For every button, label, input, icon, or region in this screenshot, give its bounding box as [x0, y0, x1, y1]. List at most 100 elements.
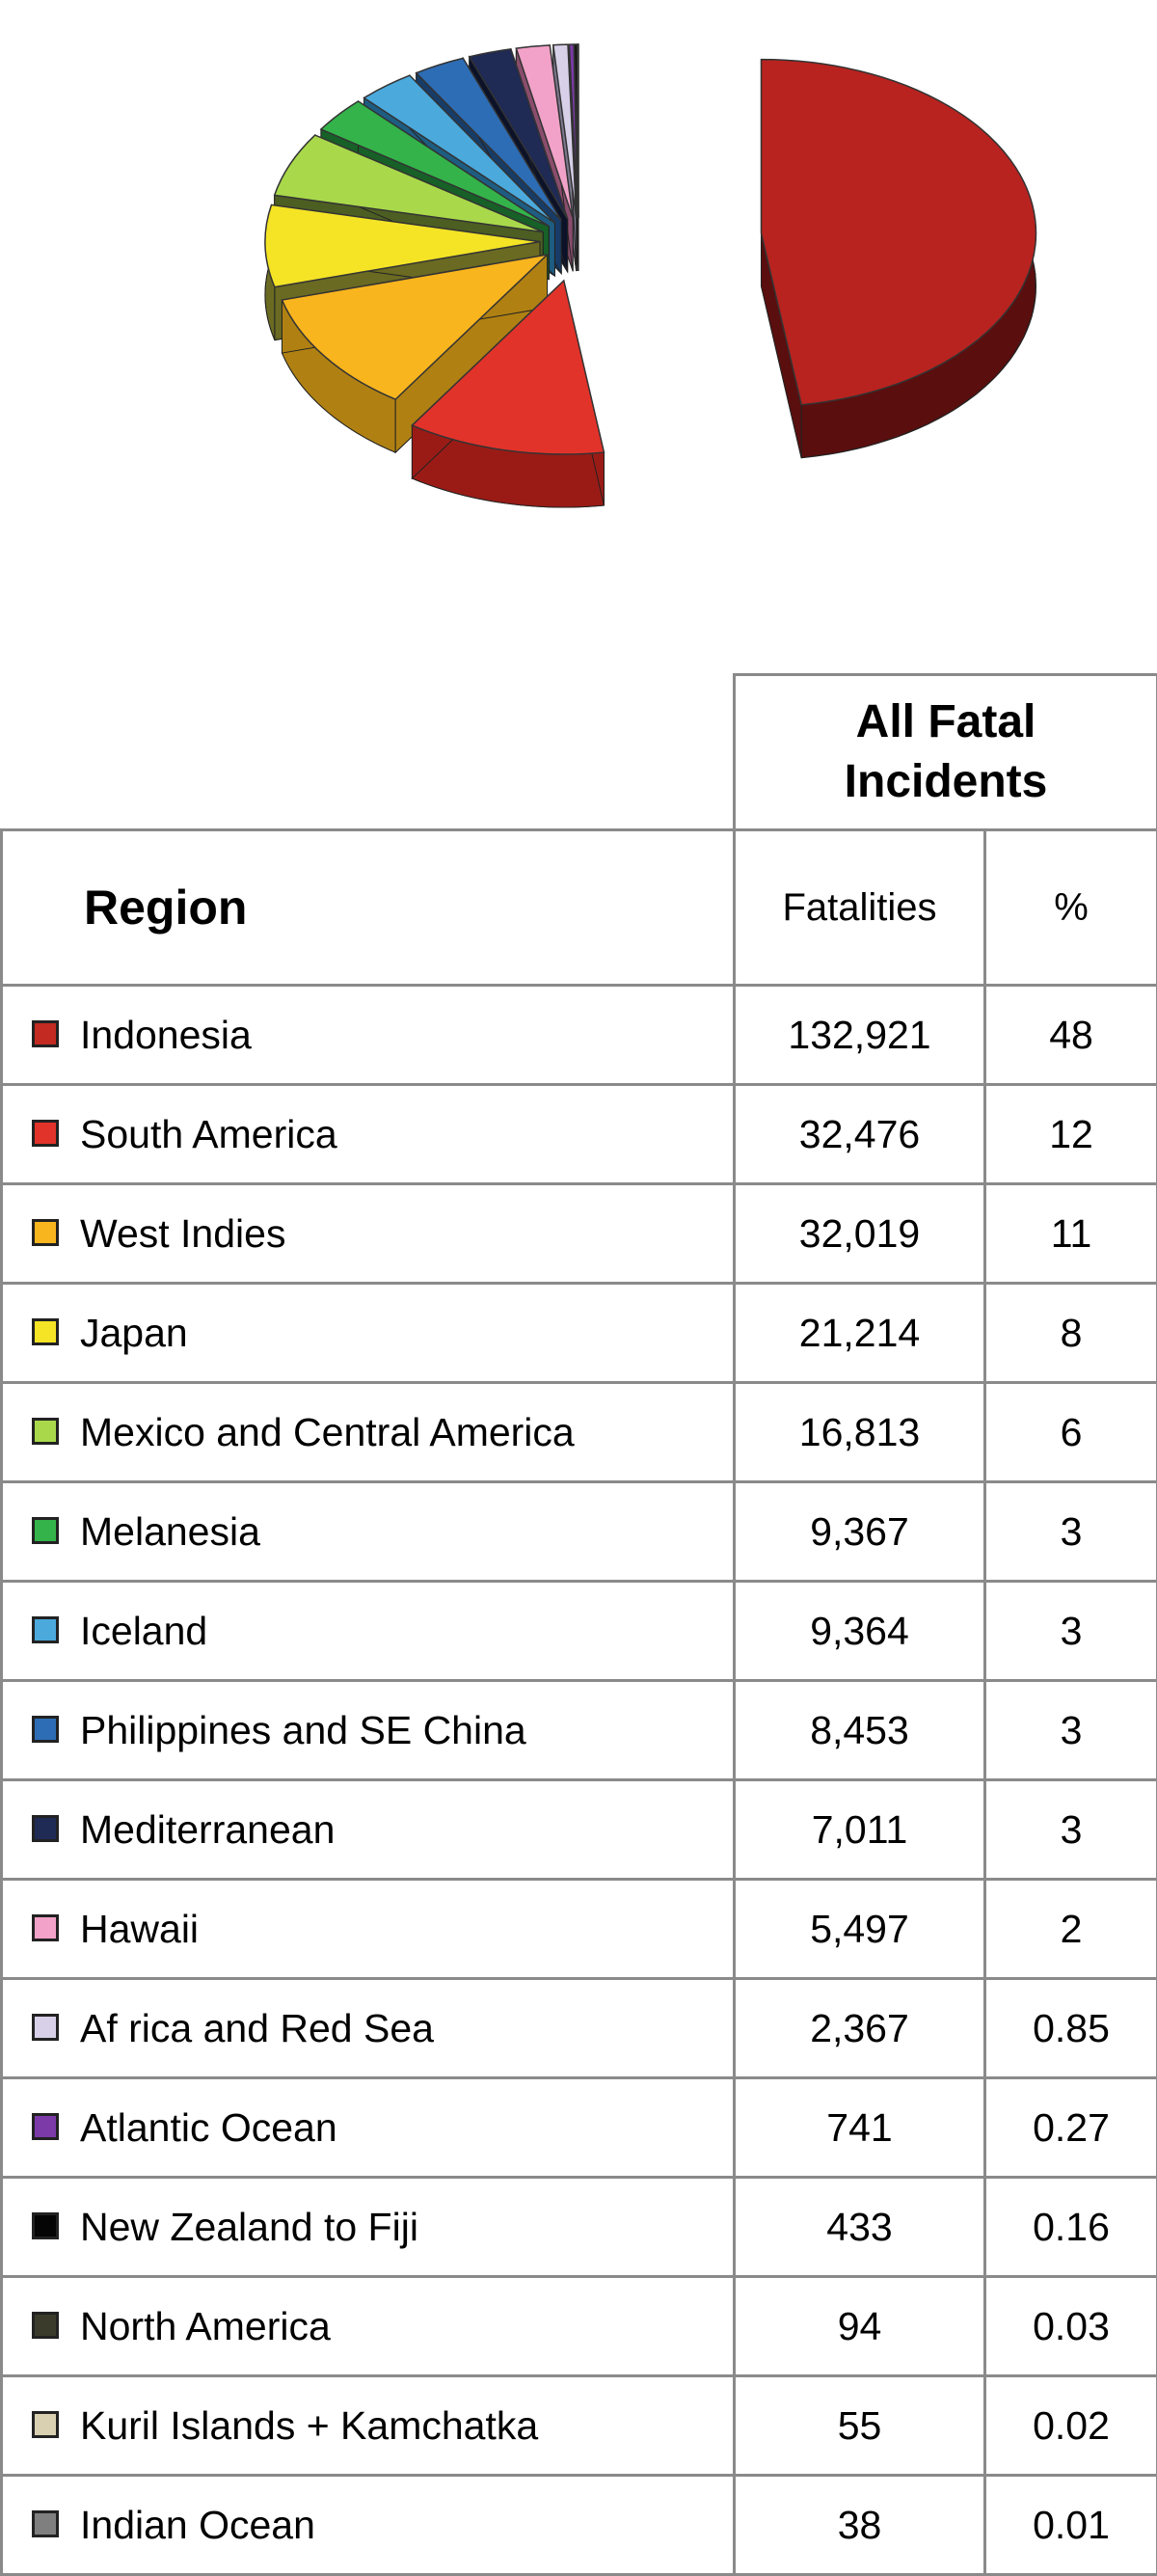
percent-column-header: % [985, 830, 1157, 986]
region-label: Mexico and Central America [80, 1410, 575, 1454]
fatalities-cell: 32,019 [735, 1184, 985, 1284]
fatalities-cell: 16,813 [735, 1383, 985, 1482]
percent-cell: 2 [985, 1880, 1157, 1979]
fatalities-cell: 741 [735, 2078, 985, 2178]
pie-chart [0, 0, 1157, 656]
fatalities-cell: 8,453 [735, 1681, 985, 1780]
region-label: Iceland [80, 1609, 207, 1653]
group-header-line-1: All Fatal [736, 692, 1156, 752]
region-label: Atlantic Ocean [80, 2105, 337, 2150]
percent-cell: 6 [985, 1383, 1157, 1482]
fatalities-table: All Fatal Incidents Region Fatalities % … [0, 673, 1157, 2576]
region-label: West Indies [80, 1211, 285, 1256]
region-cell: Philippines and SE China [2, 1681, 735, 1780]
region-cell: Atlantic Ocean [2, 2078, 735, 2178]
legend-swatch [32, 1318, 59, 1345]
region-label: New Zealand to Fiji [80, 2205, 418, 2249]
region-label: Af rica and Red Sea [80, 2006, 434, 2050]
fatalities-cell: 132,921 [735, 986, 985, 1085]
region-cell: Hawaii [2, 1880, 735, 1979]
region-label: Indian Ocean [80, 2503, 315, 2547]
legend-swatch [32, 2113, 59, 2140]
region-label: Kuril Islands + Kamchatka [80, 2403, 538, 2448]
percent-cell: 3 [985, 1582, 1157, 1681]
fatalities-cell: 55 [735, 2376, 985, 2476]
legend-swatch [32, 2411, 59, 2438]
region-cell: Af rica and Red Sea [2, 1979, 735, 2078]
legend-swatch [32, 1616, 59, 1643]
region-cell: Melanesia [2, 1482, 735, 1582]
region-cell: North America [2, 2277, 735, 2376]
percent-cell: 0.27 [985, 2078, 1157, 2178]
fatalities-column-header: Fatalities [735, 830, 985, 986]
percent-cell: 3 [985, 1482, 1157, 1582]
region-cell: Iceland [2, 1582, 735, 1681]
legend-swatch [32, 1020, 59, 1047]
region-cell: Indian Ocean [2, 2476, 735, 2575]
region-column-header: Region [2, 830, 735, 986]
region-label: Hawaii [80, 1907, 199, 1951]
percent-cell: 0.01 [985, 2476, 1157, 2575]
percent-cell: 0.02 [985, 2376, 1157, 2476]
percent-cell: 0.85 [985, 1979, 1157, 2078]
group-header-line-2: Incidents [736, 752, 1156, 812]
fatalities-cell: 2,367 [735, 1979, 985, 2078]
legend-swatch [32, 1914, 59, 1941]
region-label: Japan [80, 1311, 188, 1355]
group-header-all-fatal-incidents: All Fatal Incidents [735, 675, 1157, 830]
percent-cell: 8 [985, 1284, 1157, 1383]
percent-cell: 12 [985, 1085, 1157, 1184]
region-cell: New Zealand to Fiji [2, 2178, 735, 2277]
region-label: Mediterranean [80, 1807, 335, 1852]
legend-swatch [32, 1219, 59, 1246]
legend-swatch [32, 1815, 59, 1842]
table-corner-blank [2, 675, 735, 830]
region-cell: West Indies [2, 1184, 735, 1284]
legend-swatch [32, 1517, 59, 1544]
pie-chart-svg [0, 0, 1157, 656]
legend-swatch [32, 1120, 59, 1147]
fatalities-cell: 433 [735, 2178, 985, 2277]
percent-cell: 0.16 [985, 2178, 1157, 2277]
legend-swatch [32, 1716, 59, 1743]
fatalities-cell: 38 [735, 2476, 985, 2575]
region-cell: Indonesia [2, 986, 735, 1085]
percent-cell: 3 [985, 1780, 1157, 1880]
legend-swatch [32, 1418, 59, 1445]
legend-swatch [32, 2212, 59, 2239]
region-cell: Kuril Islands + Kamchatka [2, 2376, 735, 2476]
region-label: South America [80, 1112, 337, 1156]
percent-cell: 3 [985, 1681, 1157, 1780]
fatalities-cell: 9,364 [735, 1582, 985, 1681]
region-label: Philippines and SE China [80, 1708, 526, 1752]
region-label: Melanesia [80, 1509, 260, 1554]
fatalities-cell: 21,214 [735, 1284, 985, 1383]
legend-swatch [32, 2312, 59, 2339]
fatalities-cell: 94 [735, 2277, 985, 2376]
legend-swatch [32, 2510, 59, 2537]
region-cell: Japan [2, 1284, 735, 1383]
fatalities-cell: 7,011 [735, 1780, 985, 1880]
region-label: North America [80, 2304, 331, 2348]
percent-cell: 11 [985, 1184, 1157, 1284]
legend-swatch [32, 2014, 59, 2041]
percent-cell: 48 [985, 986, 1157, 1085]
region-label: Indonesia [80, 1013, 252, 1057]
